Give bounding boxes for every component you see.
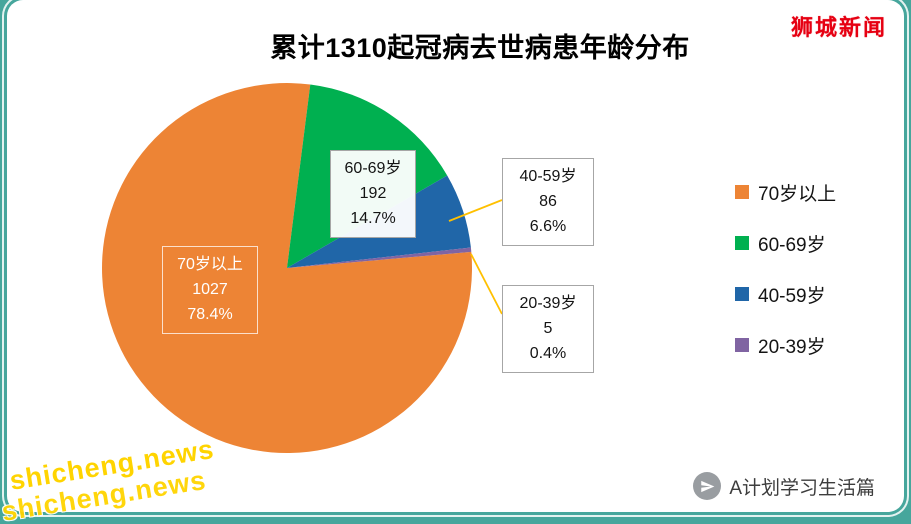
legend-item-20-39: 20-39岁	[735, 333, 836, 358]
pie-slice-3	[287, 247, 472, 268]
legend-swatch-60-69	[735, 236, 749, 250]
legend-swatch-70plus	[735, 185, 749, 199]
brand-logo: 狮城新闻	[790, 15, 887, 40]
legend-item-60-69: 60-69岁	[735, 231, 836, 256]
legend-swatch-20-39	[735, 338, 749, 352]
data-label-20-39: 20-39岁 5 0.4%	[502, 285, 594, 374]
data-label-60-69: 60-69岁 192 14.7%	[330, 150, 416, 239]
legend-label-70plus: 70岁以上	[758, 183, 837, 205]
legend: 70岁以上 60-69岁 40-59岁 20-39岁	[735, 180, 836, 384]
legend-label-60-69: 60-69岁	[758, 234, 826, 256]
leader-line-0	[448, 199, 503, 222]
data-label-40-59-name: 40-59岁	[519, 168, 577, 185]
data-label-70plus: 70岁以上 1027 78.4%	[162, 246, 258, 335]
pie-slice-0	[102, 83, 473, 454]
account-name: A计划学习生活篇	[729, 477, 875, 499]
data-label-20-39-pct: 0.4%	[529, 344, 567, 362]
data-label-20-39-name: 20-39岁	[519, 295, 577, 312]
data-label-20-39-value: 5	[543, 319, 553, 337]
data-label-60-69-name: 60-69岁	[344, 160, 402, 177]
data-label-40-59: 40-59岁 86 6.6%	[502, 158, 594, 247]
data-label-40-59-pct: 6.6%	[529, 217, 567, 235]
legend-item-40-59: 40-59岁	[735, 282, 836, 307]
paper-plane-glyph	[701, 480, 715, 492]
data-label-60-69-value: 192	[359, 184, 387, 202]
data-label-70plus-name: 70岁以上	[177, 256, 243, 273]
leader-line-1	[470, 253, 503, 315]
legend-swatch-40-59	[735, 287, 749, 301]
account-footer: A计划学习生活篇	[693, 472, 875, 500]
legend-label-20-39: 20-39岁	[758, 336, 826, 358]
legend-item-70plus: 70岁以上	[735, 180, 837, 205]
data-label-70plus-pct: 78.4%	[187, 305, 233, 323]
chart-title: 累计1310起冠病去世病患年龄分布	[270, 33, 690, 63]
paper-plane-icon	[693, 472, 722, 500]
data-label-60-69-pct: 14.7%	[350, 209, 396, 227]
data-label-40-59-value: 86	[539, 192, 557, 210]
data-label-70plus-value: 1027	[192, 280, 228, 298]
legend-label-40-59: 40-59岁	[758, 285, 826, 307]
